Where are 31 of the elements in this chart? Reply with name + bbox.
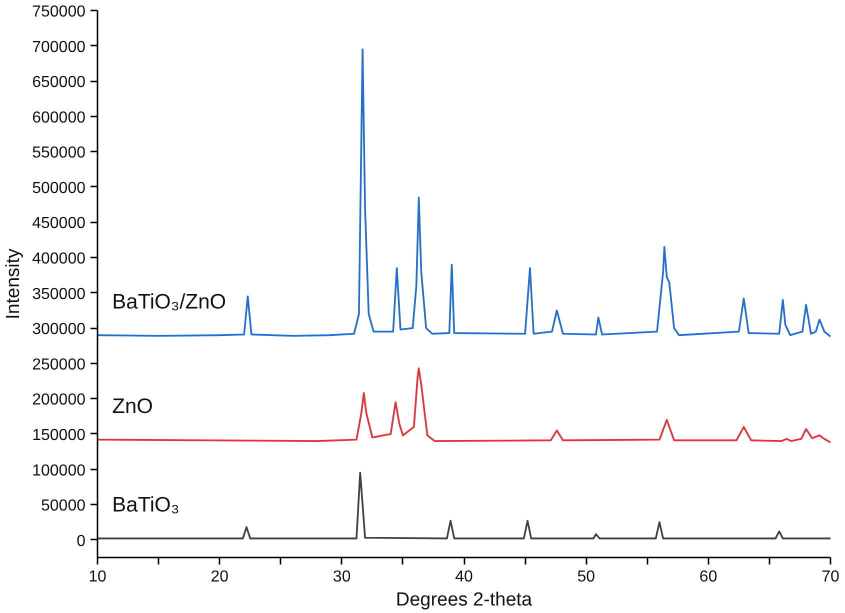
y-tick-label: 650000 [32, 74, 86, 92]
line-series [98, 367, 830, 444]
series-label: ZnO [112, 394, 154, 418]
y-tick-label: 350000 [32, 286, 86, 303]
y-tick-label: 250000 [32, 356, 86, 374]
y-tick-label: 450000 [32, 215, 86, 232]
y-tick-label: 300000 [32, 321, 86, 338]
y-tick-label: 700000 [32, 38, 86, 56]
x-tick-label: 70 [822, 568, 840, 586]
x-tick-label: 10 [88, 568, 106, 586]
y-tick-label: 100000 [32, 462, 86, 480]
y-tick-label: 750000 [32, 4, 86, 20]
series-label: BaTiO₃ [112, 494, 180, 517]
y-tick-label: 200000 [32, 392, 86, 409]
x-tick-label: 30 [332, 568, 351, 586]
line-series [98, 472, 830, 540]
y-tick-label: 0 [76, 532, 86, 550]
y-tick-label: 50000 [41, 498, 86, 515]
line-series [98, 48, 830, 338]
y-axis-title: Intensity [3, 248, 24, 320]
y-tick-label: 150000 [32, 426, 86, 444]
y-tick-label: 550000 [32, 144, 86, 162]
x-tick-label: 50 [577, 568, 596, 586]
x-tick-label: 40 [455, 568, 473, 586]
series-label: BaTiO₃/ZnO [112, 290, 226, 314]
x-axis-title: Degrees 2-theta [396, 590, 533, 610]
x-tick-label: 20 [210, 568, 229, 586]
y-tick-label: 500000 [32, 180, 86, 197]
y-tick-label: 400000 [32, 250, 86, 268]
y-tick-label: 600000 [32, 109, 86, 126]
x-tick-label: 60 [699, 568, 718, 586]
